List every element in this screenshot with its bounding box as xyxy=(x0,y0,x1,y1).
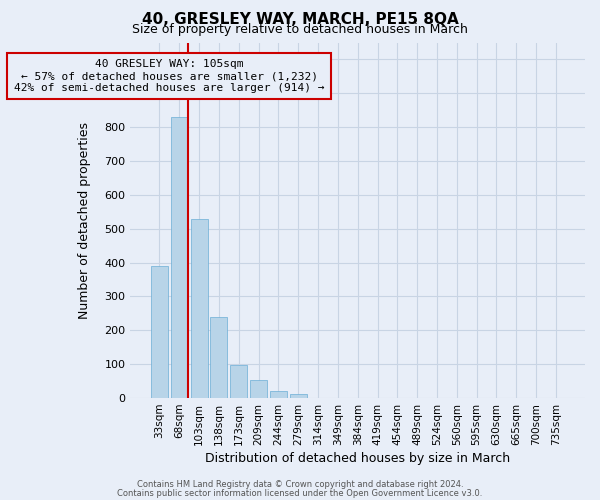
Bar xyxy=(290,394,307,398)
Bar xyxy=(230,365,247,398)
Y-axis label: Number of detached properties: Number of detached properties xyxy=(77,122,91,319)
Bar xyxy=(211,317,227,398)
Text: Contains public sector information licensed under the Open Government Licence v3: Contains public sector information licen… xyxy=(118,488,482,498)
Bar xyxy=(151,266,168,398)
Bar xyxy=(191,218,208,398)
Text: Size of property relative to detached houses in March: Size of property relative to detached ho… xyxy=(132,22,468,36)
Text: 40, GRESLEY WAY, MARCH, PE15 8QA: 40, GRESLEY WAY, MARCH, PE15 8QA xyxy=(142,12,458,28)
Text: Contains HM Land Registry data © Crown copyright and database right 2024.: Contains HM Land Registry data © Crown c… xyxy=(137,480,463,489)
Bar xyxy=(250,380,267,398)
Text: 40 GRESLEY WAY: 105sqm
← 57% of detached houses are smaller (1,232)
42% of semi-: 40 GRESLEY WAY: 105sqm ← 57% of detached… xyxy=(14,60,325,92)
X-axis label: Distribution of detached houses by size in March: Distribution of detached houses by size … xyxy=(205,452,510,465)
Bar xyxy=(171,117,188,398)
Bar xyxy=(270,390,287,398)
